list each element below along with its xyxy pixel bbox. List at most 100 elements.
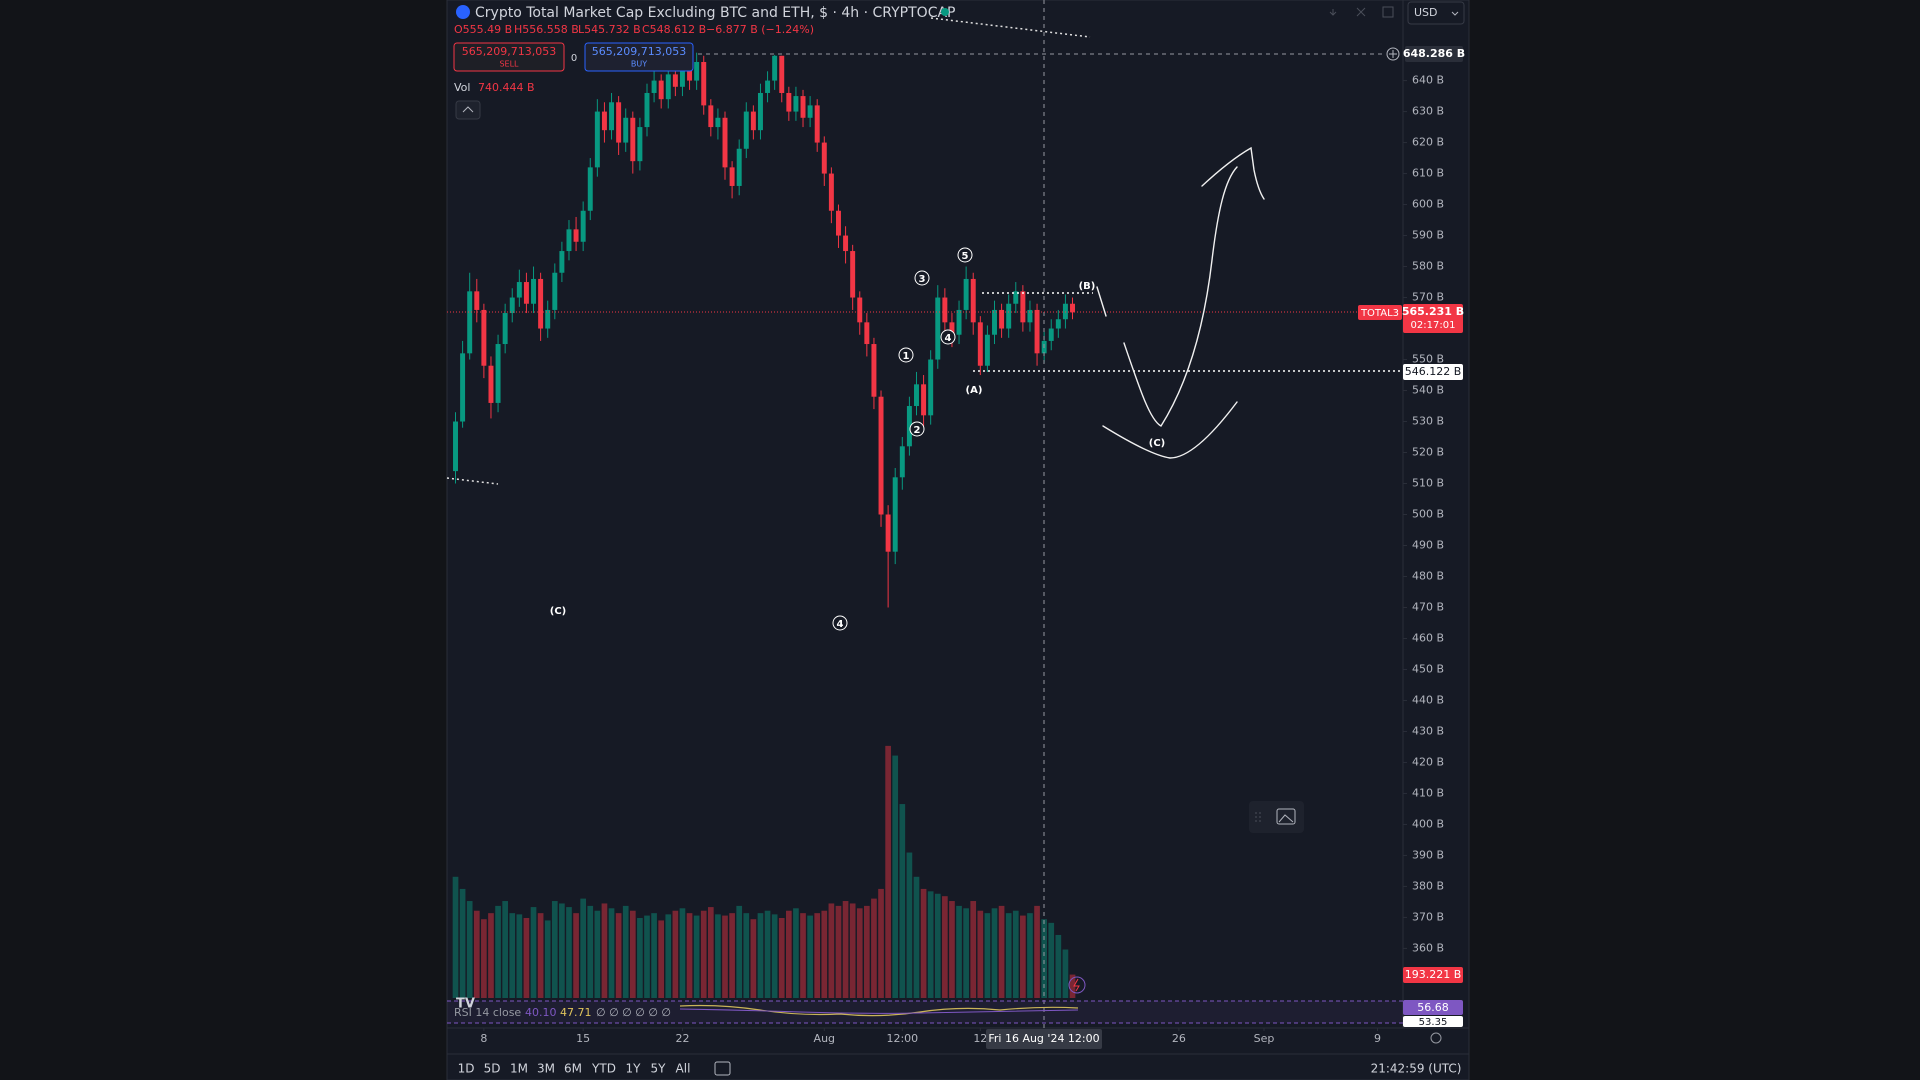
volume-bar <box>466 901 473 998</box>
settings-icon[interactable] <box>1430 1032 1442 1044</box>
timeframe-button[interactable]: YTD <box>591 1062 616 1076</box>
trend-line <box>446 477 499 485</box>
volume-bar <box>651 913 657 998</box>
candle-body <box>800 96 806 118</box>
wave-circle <box>832 615 848 631</box>
candle-body <box>502 313 508 345</box>
volume-bar <box>502 901 508 998</box>
candle-body <box>637 127 643 162</box>
candle-body <box>516 282 522 298</box>
ohlc-low: L545.732 B <box>578 23 641 36</box>
crosshair-price-tag <box>1405 46 1463 62</box>
volume-bar <box>1034 905 1040 998</box>
sell-price: 565,209,713,053 <box>462 45 556 58</box>
timeframe-button[interactable]: 5D <box>484 1062 501 1076</box>
candle-body <box>786 92 792 112</box>
level-tag <box>1403 364 1463 380</box>
volume-bar <box>679 908 686 998</box>
candle-body <box>772 55 778 81</box>
buy-button[interactable] <box>584 42 694 72</box>
candle-body <box>467 291 473 354</box>
wave-circle <box>909 421 925 437</box>
volume-bar <box>942 896 948 998</box>
rsi-tag-ma: 53.35 <box>1419 1017 1448 1028</box>
wave-label: (C) <box>1149 438 1165 449</box>
candle-body <box>538 278 544 329</box>
volume-bar <box>594 910 601 998</box>
timeframe-button[interactable]: 1M <box>510 1062 528 1076</box>
rsi-line <box>679 1004 1079 1017</box>
volume-bar <box>509 913 516 998</box>
x-tick-label: 12:00 <box>886 1032 918 1045</box>
y-tick-label: 410 B <box>1412 786 1444 799</box>
candle-body <box>750 111 756 131</box>
volume-bar <box>729 913 735 998</box>
candle-body <box>580 210 586 242</box>
volume-bar <box>516 914 523 998</box>
y-tick-label: 520 B <box>1412 446 1444 459</box>
candle-body <box>460 353 466 422</box>
candle-body <box>999 309 1005 329</box>
level-price: 546.122 B <box>1405 365 1462 378</box>
lightning-icon <box>1073 978 1080 992</box>
crosshair-time-tag <box>986 1029 1102 1049</box>
volume-bar <box>821 910 828 998</box>
toolbar-icon[interactable] <box>1356 7 1366 17</box>
y-tick-label: 440 B <box>1412 693 1444 706</box>
volume-bar <box>644 915 650 998</box>
volume-bar <box>693 915 700 998</box>
date-range-icon[interactable] <box>714 1061 731 1076</box>
candle-body <box>566 229 572 252</box>
market-status[interactable] <box>941 8 949 16</box>
y-tick-label: 500 B <box>1412 507 1444 520</box>
candle-body <box>814 105 820 143</box>
candle-body <box>928 359 934 416</box>
symbol-title[interactable]: Crypto Total Market Cap Excluding BTC an… <box>475 5 955 21</box>
volume-bar <box>608 908 615 998</box>
volume-bar <box>906 852 913 998</box>
candle-body <box>722 117 728 168</box>
timeframe-button[interactable]: 1D <box>458 1062 475 1076</box>
candle-body <box>573 229 579 242</box>
ohlc-high: H556.558 B <box>514 23 579 36</box>
lightning-button[interactable] <box>1068 976 1086 994</box>
volume-bar <box>537 913 544 998</box>
timeframe-button[interactable]: 5Y <box>651 1062 667 1076</box>
volume-bar <box>864 905 870 998</box>
candle-body <box>1034 309 1040 354</box>
timeframe-button[interactable]: 6M <box>564 1062 582 1076</box>
currency-select[interactable] <box>1407 1 1465 25</box>
timeframe-button[interactable]: 1Y <box>626 1062 642 1076</box>
sell-button[interactable] <box>453 42 565 72</box>
volume-bar <box>715 914 721 998</box>
clock[interactable]: 21:42:59 (UTC) <box>1371 1062 1462 1076</box>
candle-body <box>644 92 650 128</box>
add-alert-icon[interactable] <box>1386 47 1400 61</box>
candle-body <box>864 322 870 345</box>
volume-bar <box>793 908 799 998</box>
volume-bar <box>495 905 501 998</box>
collapse-button[interactable] <box>455 100 481 120</box>
candle-body <box>828 173 834 211</box>
volume-bar <box>459 888 466 998</box>
candle-body <box>665 74 671 100</box>
candle-body <box>616 102 622 143</box>
candle-body <box>701 61 707 106</box>
toolbar-icon[interactable] <box>1382 6 1394 18</box>
volume-bar <box>764 910 771 998</box>
volume-bar <box>658 920 665 998</box>
candle-body <box>601 111 607 131</box>
candle-body <box>857 297 863 323</box>
candle-body <box>658 80 664 100</box>
timeframe-button[interactable]: 3M <box>537 1062 555 1076</box>
candle-body <box>935 297 941 360</box>
timeframe-button[interactable]: All <box>676 1062 691 1076</box>
ohlc-change: −6.877 B (−1.24%) <box>706 23 814 36</box>
candle-body <box>871 344 877 397</box>
add-alert-icon <box>1389 50 1397 58</box>
volume-bar <box>885 745 891 998</box>
toolbar-icon[interactable] <box>1329 9 1337 16</box>
candle-body <box>1006 303 1012 329</box>
candle-body <box>488 365 494 403</box>
wave-label: 5 <box>962 251 969 262</box>
